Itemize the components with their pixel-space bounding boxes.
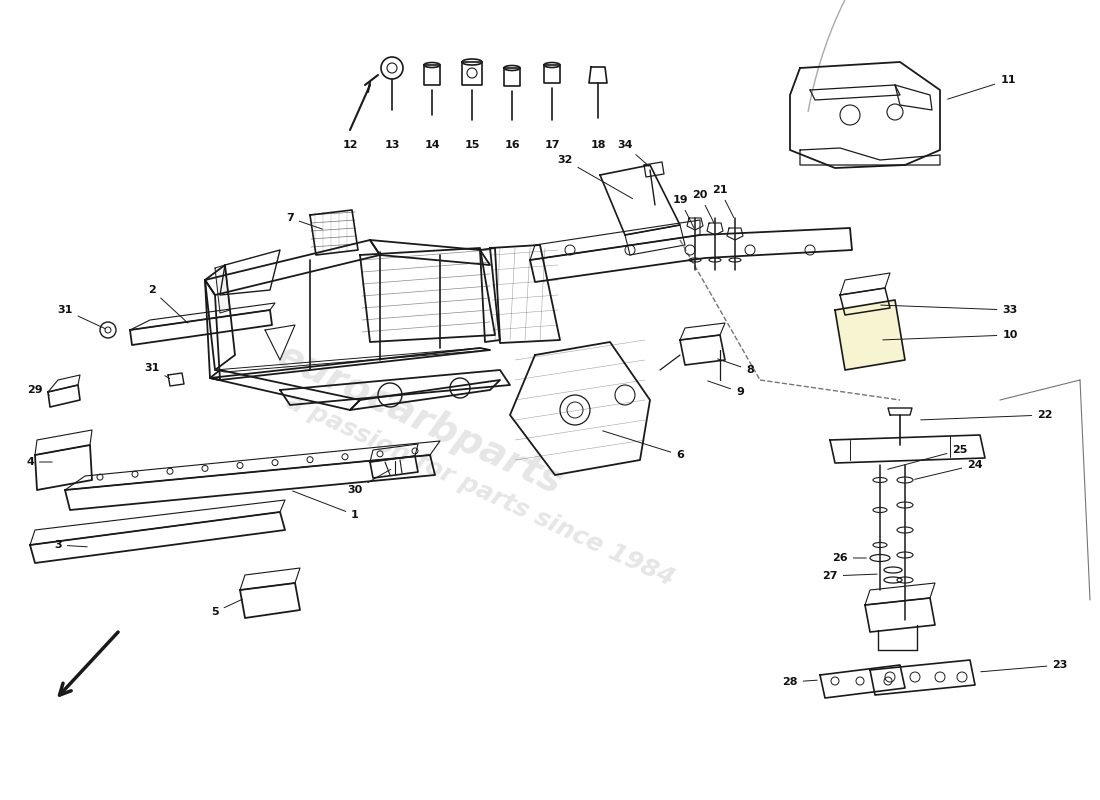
Text: 24: 24 <box>915 460 982 479</box>
Text: 19: 19 <box>672 195 694 227</box>
Text: 7: 7 <box>286 213 322 229</box>
Text: 1: 1 <box>293 491 359 520</box>
Text: 26: 26 <box>833 553 866 563</box>
Text: 23: 23 <box>981 660 1068 672</box>
Text: 15: 15 <box>464 140 480 150</box>
Text: 32: 32 <box>558 155 632 198</box>
Text: 10: 10 <box>883 330 1018 340</box>
Text: 8: 8 <box>717 359 754 375</box>
Text: 30: 30 <box>348 470 390 495</box>
Polygon shape <box>214 265 230 313</box>
Text: 13: 13 <box>384 140 399 150</box>
Text: 25: 25 <box>888 445 968 470</box>
Text: 29: 29 <box>28 385 50 395</box>
Text: 4: 4 <box>26 457 52 467</box>
Text: 11: 11 <box>947 75 1015 99</box>
Text: 18: 18 <box>591 140 606 150</box>
Text: 12: 12 <box>342 140 358 150</box>
Text: a passion for parts since 1984: a passion for parts since 1984 <box>282 389 678 591</box>
Text: 5: 5 <box>211 599 242 617</box>
Polygon shape <box>835 300 905 370</box>
Text: 6: 6 <box>603 431 684 460</box>
Text: 17: 17 <box>544 140 560 150</box>
Text: 31: 31 <box>57 305 106 329</box>
Text: eurocarbparts: eurocarbparts <box>271 337 569 503</box>
Text: 22: 22 <box>921 410 1053 420</box>
Text: 33: 33 <box>881 305 1018 315</box>
Text: 21: 21 <box>713 185 734 218</box>
Text: 28: 28 <box>782 677 817 687</box>
Text: 16: 16 <box>504 140 520 150</box>
Text: 20: 20 <box>692 190 714 222</box>
Text: 27: 27 <box>823 571 877 581</box>
Text: 2: 2 <box>148 285 188 323</box>
Text: 9: 9 <box>707 381 744 397</box>
Text: 14: 14 <box>425 140 440 150</box>
Text: 3: 3 <box>54 540 87 550</box>
Text: 31: 31 <box>144 363 169 378</box>
Text: 34: 34 <box>617 140 649 166</box>
